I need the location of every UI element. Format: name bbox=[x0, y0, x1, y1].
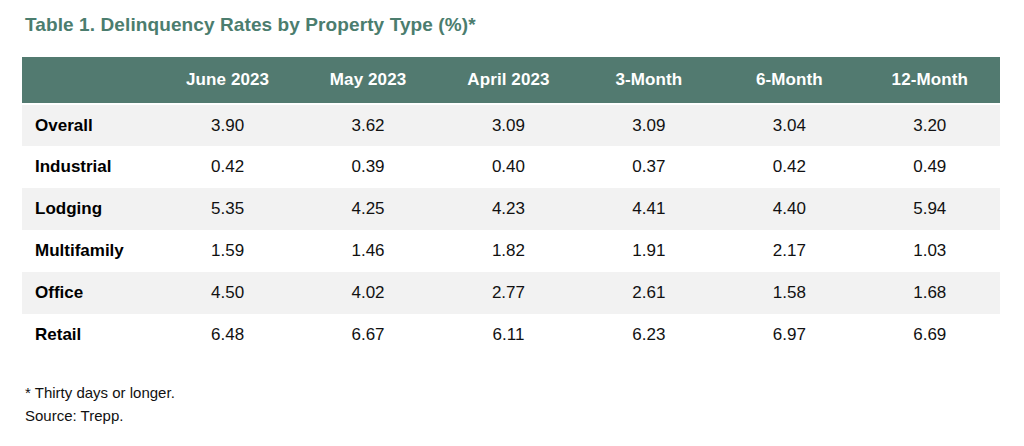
table-cell: 1.68 bbox=[860, 272, 1000, 314]
table-cell: 1.91 bbox=[579, 230, 719, 272]
table-cell: 0.42 bbox=[719, 146, 859, 188]
table-cell: 6.67 bbox=[298, 314, 438, 356]
table-row: Overall3.903.623.093.093.043.20 bbox=[22, 104, 1000, 146]
table-row: Multifamily1.591.461.821.912.171.03 bbox=[22, 230, 1000, 272]
table-cell: 0.37 bbox=[579, 146, 719, 188]
table-cell: 2.61 bbox=[579, 272, 719, 314]
table-cell: 3.90 bbox=[157, 104, 297, 146]
table-body: Overall3.903.623.093.093.043.20Industria… bbox=[22, 104, 1000, 356]
table-cell: 4.50 bbox=[157, 272, 297, 314]
table-cell: 3.09 bbox=[438, 104, 578, 146]
table-row: Industrial0.420.390.400.370.420.49 bbox=[22, 146, 1000, 188]
header-cell-june-2023: June 2023 bbox=[157, 57, 297, 104]
header-cell-may-2023: May 2023 bbox=[298, 57, 438, 104]
table-title: Table 1. Delinquency Rates by Property T… bbox=[25, 14, 1024, 36]
table-cell: 2.17 bbox=[719, 230, 859, 272]
table-cell: 0.39 bbox=[298, 146, 438, 188]
table-cell: 6.97 bbox=[719, 314, 859, 356]
table-cell: 0.42 bbox=[157, 146, 297, 188]
table-cell: 4.23 bbox=[438, 188, 578, 230]
footnote-source: Source: Trepp. bbox=[25, 404, 1024, 427]
row-label: Overall bbox=[22, 104, 157, 146]
header-cell-6-month: 6-Month bbox=[719, 57, 859, 104]
footnote-asterisk: * Thirty days or longer. bbox=[25, 381, 1024, 404]
table-cell: 1.03 bbox=[860, 230, 1000, 272]
row-label: Industrial bbox=[22, 146, 157, 188]
table-cell: 5.35 bbox=[157, 188, 297, 230]
table-row: Lodging5.354.254.234.414.405.94 bbox=[22, 188, 1000, 230]
table-cell: 0.40 bbox=[438, 146, 578, 188]
header-cell-3-month: 3-Month bbox=[579, 57, 719, 104]
table-cell: 3.09 bbox=[579, 104, 719, 146]
table-cell: 4.40 bbox=[719, 188, 859, 230]
header-cell-april-2023: April 2023 bbox=[438, 57, 578, 104]
header-row: June 2023 May 2023 April 2023 3-Month 6-… bbox=[22, 57, 1000, 104]
header-cell-12-month: 12-Month bbox=[860, 57, 1000, 104]
row-label: Office bbox=[22, 272, 157, 314]
table-cell: 2.77 bbox=[438, 272, 578, 314]
table-cell: 6.11 bbox=[438, 314, 578, 356]
table-cell: 3.04 bbox=[719, 104, 859, 146]
table-cell: 5.94 bbox=[860, 188, 1000, 230]
footnotes: * Thirty days or longer. Source: Trepp. bbox=[25, 381, 1024, 427]
table-cell: 4.02 bbox=[298, 272, 438, 314]
table-cell: 4.41 bbox=[579, 188, 719, 230]
row-label: Retail bbox=[22, 314, 157, 356]
table-header: June 2023 May 2023 April 2023 3-Month 6-… bbox=[22, 57, 1000, 104]
row-label: Multifamily bbox=[22, 230, 157, 272]
table-cell: 3.20 bbox=[860, 104, 1000, 146]
header-cell-blank bbox=[22, 57, 157, 104]
table-cell: 1.59 bbox=[157, 230, 297, 272]
page: Table 1. Delinquency Rates by Property T… bbox=[0, 0, 1024, 446]
table-cell: 6.48 bbox=[157, 314, 297, 356]
delinquency-rates-table: June 2023 May 2023 April 2023 3-Month 6-… bbox=[22, 57, 1000, 356]
table-row: Office4.504.022.772.611.581.68 bbox=[22, 272, 1000, 314]
row-label: Lodging bbox=[22, 188, 157, 230]
table-cell: 0.49 bbox=[860, 146, 1000, 188]
table-cell: 6.69 bbox=[860, 314, 1000, 356]
table-cell: 3.62 bbox=[298, 104, 438, 146]
table-cell: 1.46 bbox=[298, 230, 438, 272]
table-cell: 1.58 bbox=[719, 272, 859, 314]
table-row: Retail6.486.676.116.236.976.69 bbox=[22, 314, 1000, 356]
table-cell: 1.82 bbox=[438, 230, 578, 272]
table-cell: 6.23 bbox=[579, 314, 719, 356]
table-cell: 4.25 bbox=[298, 188, 438, 230]
